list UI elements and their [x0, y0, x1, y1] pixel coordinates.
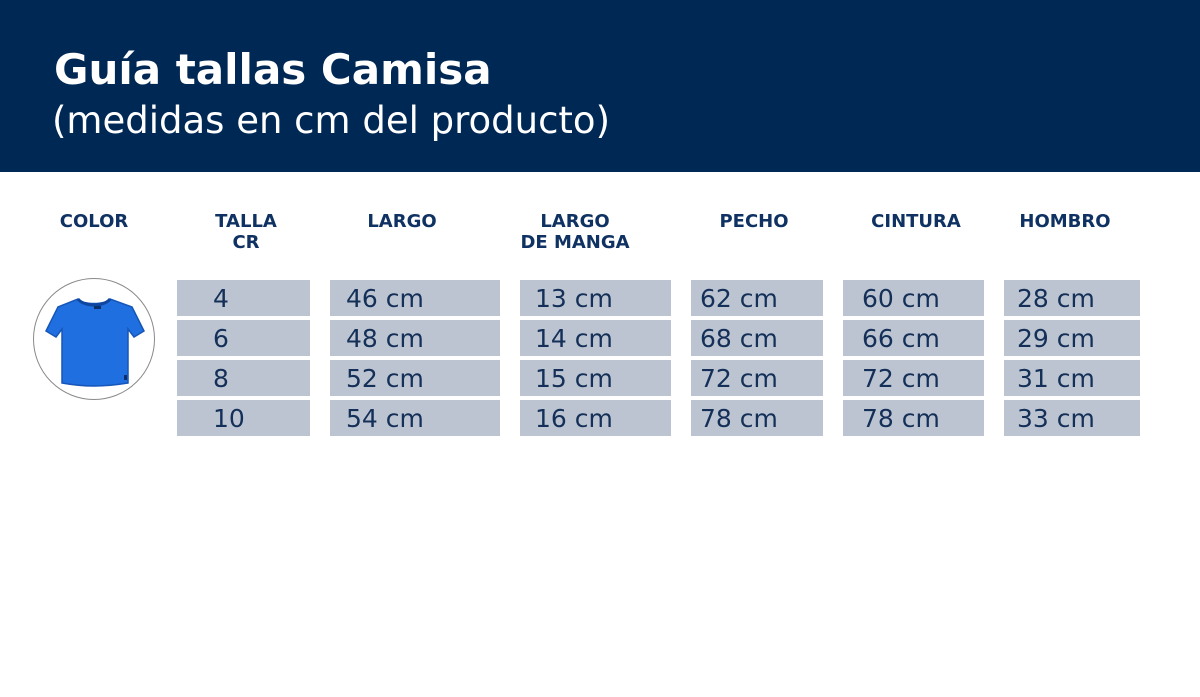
- table-cell-hombro: 31 cm: [1004, 360, 1140, 396]
- column-header-hombro: HOMBRO: [1019, 211, 1111, 232]
- column-header-largo: LARGO: [367, 211, 437, 232]
- column-header-pecho: PECHO: [719, 211, 789, 232]
- column-header-cintura: CINTURA: [871, 211, 961, 232]
- table-cell-talla: 6: [177, 320, 310, 356]
- table-cell-cintura: 72 cm: [843, 360, 984, 396]
- column-header-talla: TALLA CR: [215, 211, 277, 253]
- table-cell-hombro: 29 cm: [1004, 320, 1140, 356]
- table-cell-cintura: 60 cm: [843, 280, 984, 316]
- table-cell-pecho: 78 cm: [691, 400, 823, 436]
- table-cell-talla: 10: [177, 400, 310, 436]
- header-banner: Guía tallas Camisa (medidas en cm del pr…: [0, 0, 1200, 172]
- column-header-color: COLOR: [59, 211, 129, 232]
- table-cell-hombro: 33 cm: [1004, 400, 1140, 436]
- color-swatch: [33, 278, 155, 400]
- table-cell-largo-de-manga: 15 cm: [520, 360, 671, 396]
- page-title: Guía tallas Camisa: [54, 45, 492, 94]
- blue-tshirt-icon: [45, 297, 145, 387]
- table-cell-pecho: 72 cm: [691, 360, 823, 396]
- table-cell-largo-de-manga: 13 cm: [520, 280, 671, 316]
- table-cell-pecho: 62 cm: [691, 280, 823, 316]
- table-cell-cintura: 66 cm: [843, 320, 984, 356]
- column-header-largo-de-manga: LARGO DE MANGA: [520, 211, 630, 253]
- table-cell-talla: 8: [177, 360, 310, 396]
- page-subtitle: (medidas en cm del producto): [52, 99, 610, 142]
- table-cell-largo: 46 cm: [330, 280, 500, 316]
- table-cell-largo: 52 cm: [330, 360, 500, 396]
- table-cell-largo: 54 cm: [330, 400, 500, 436]
- table-cell-hombro: 28 cm: [1004, 280, 1140, 316]
- table-cell-talla: 4: [177, 280, 310, 316]
- table-cell-largo-de-manga: 16 cm: [520, 400, 671, 436]
- table-cell-largo: 48 cm: [330, 320, 500, 356]
- table-cell-pecho: 68 cm: [691, 320, 823, 356]
- table-cell-cintura: 78 cm: [843, 400, 984, 436]
- table-cell-largo-de-manga: 14 cm: [520, 320, 671, 356]
